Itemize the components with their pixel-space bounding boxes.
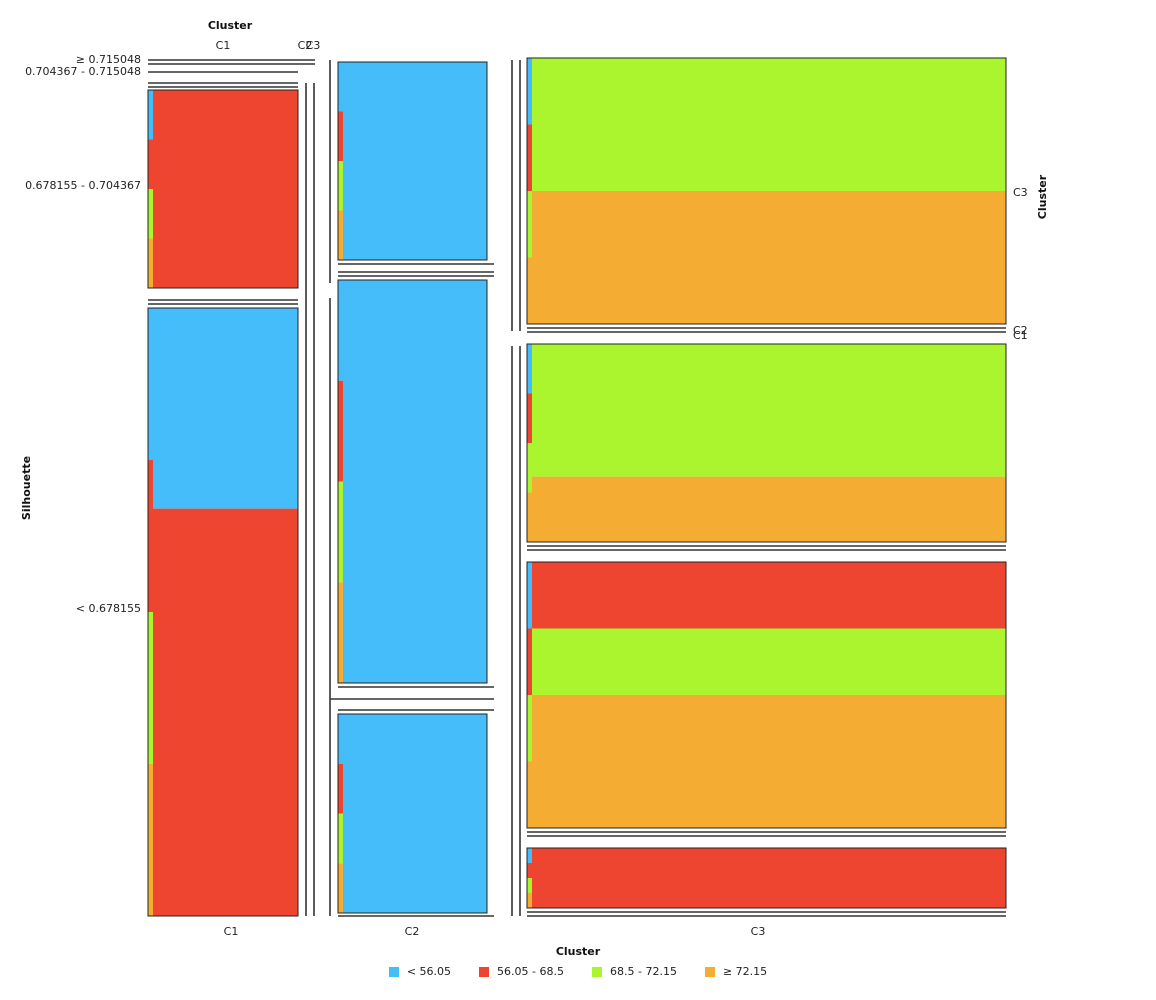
c1-tile-row3-strip-3 [148,189,153,239]
c3-tile-row3-strip-4 [527,257,532,324]
c3-tile-row4a-strip-4 [527,492,532,542]
c2-tile-row4a-strip-2 [338,380,343,482]
c2-tile-row4b-strip-2 [338,763,343,814]
c2-tile-row3-strip-3 [338,161,343,211]
column-label-c3: C3 [751,925,766,938]
c3-tile-row3-band-2 [532,191,1006,324]
c2-tile-row4a-strip-4 [338,582,343,683]
c2-tile-row3-strip-4 [338,210,343,260]
mosaic-tiles [147,57,1007,917]
c3-tile-row4b-strip-1 [527,562,532,629]
c3-tile-row4b-strip-4 [527,761,532,828]
row-label-3: 0.678155 - 0.704367 [25,179,141,192]
right-label-c3: C3 [1013,186,1028,199]
legend-item-4: ≥ 72.15 [704,965,768,978]
bottom-axis-title: Cluster [556,945,601,958]
right-axis-title: Cluster [1036,174,1049,219]
top-axis-title: Cluster [208,19,253,32]
legend-swatch-2 [479,966,490,977]
row-label-1: ≥ 0.715048 [76,53,141,66]
c2-tile-row4b-band-1 [343,714,487,913]
legend-swatch-4 [704,966,715,977]
c3-tile-row4a-band-2 [532,476,1006,542]
c3-tile-row4b-strip-3 [527,695,532,762]
c1-tile-row4-strip-1 [148,308,153,460]
top-tick-c2: C2 [298,39,313,52]
top-tick-c3: C3 [306,39,321,52]
legend-swatch-3 [592,966,602,977]
c3-tile-row3-strip-2 [527,124,532,191]
c3-tile-row4a-strip-1 [527,344,532,394]
c1-tile-row3-strip-1 [148,90,153,140]
legend-item-1: < 56.05 [388,965,452,978]
legend-swatch-1 [388,966,399,977]
c2-tile-row4b-border [337,713,488,914]
top-tick-c1: C1 [216,39,231,52]
c2-tile-row4a-band-1 [343,280,487,683]
c1-tile-row4-strip-3 [148,612,153,764]
c3-tile-row4b-band-1 [532,562,1006,629]
legend-label-2: 56.05 - 68.5 [497,965,564,978]
c3-tile-row4a-border [526,343,1007,543]
c3-tile-row4c-border [526,847,1007,909]
c1-tile-row4-band-2 [153,508,298,916]
c2-tile-row3-border [337,61,488,261]
legend-label-4: ≥ 72.15 [722,965,768,978]
c3-tile-row4b-border [526,561,1007,829]
row-label-4: < 0.678155 [76,602,141,615]
c1-tile-row3-band-1 [153,90,298,288]
row-label-2: 0.704367 - 0.715048 [25,65,141,78]
c3-tile-row3-band-1 [532,58,1006,191]
c3-tile-row4c-strip-2 [527,863,532,878]
c1-tile-row4-strip-2 [148,460,153,612]
c3-tile-row4a-strip-2 [527,393,532,443]
column-label-c2: C2 [405,925,420,938]
c3-tile-row4c-strip-3 [527,878,532,893]
right-label-c2: C2 [1013,324,1028,337]
legend: < 56.05 56.05 - 68.5 68.5 - 72.15 ≥ 72.1… [0,965,1156,978]
c3-tile-row4b-band-2 [532,628,1006,695]
c3-tile-row3-strip-3 [527,191,532,258]
c3-tile-row3-strip-1 [527,58,532,125]
c1-tile-row3-border [147,89,299,289]
legend-label-1: < 56.05 [406,965,452,978]
c2-tile-row4b-strip-4 [338,863,343,913]
c3-tile-row4c-band-1 [532,848,1006,908]
c2-tile-row4a-strip-3 [338,481,343,583]
right-label-c1: C1 [1013,329,1028,342]
c2-tile-row4a-strip-1 [338,280,343,381]
c3-tile-row4b-strip-2 [527,628,532,695]
c2-tile-row4b-strip-3 [338,813,343,864]
legend-label-3: 68.5 - 72.15 [610,965,677,978]
c3-tile-row3-border [526,57,1007,325]
c3-tile-row4c-strip-1 [527,848,532,863]
c3-tile-row4a-band-1 [532,344,1006,477]
c1-tile-row4-band-1 [153,308,298,509]
legend-item-2: 56.05 - 68.5 [479,965,564,978]
c1-tile-row4-border [147,307,299,917]
c3-tile-row4c-strip-4 [527,893,532,908]
c2-tile-row4a-border [337,279,488,684]
c2-tile-row3-strip-1 [338,62,343,112]
c2-tile-row4b-strip-1 [338,714,343,764]
c3-tile-row4b-band-3 [532,695,1006,828]
legend-item-3: 68.5 - 72.15 [592,965,677,978]
c1-tile-row3-strip-2 [148,139,153,189]
c1-tile-row4-strip-4 [148,764,153,916]
column-label-c1: C1 [224,925,239,938]
c2-tile-row3-band-1 [343,62,487,260]
c2-tile-row3-strip-2 [338,111,343,161]
left-axis-title: Silhouette [20,456,33,520]
c3-tile-row4a-strip-3 [527,443,532,493]
c1-tile-row3-strip-4 [148,238,153,288]
